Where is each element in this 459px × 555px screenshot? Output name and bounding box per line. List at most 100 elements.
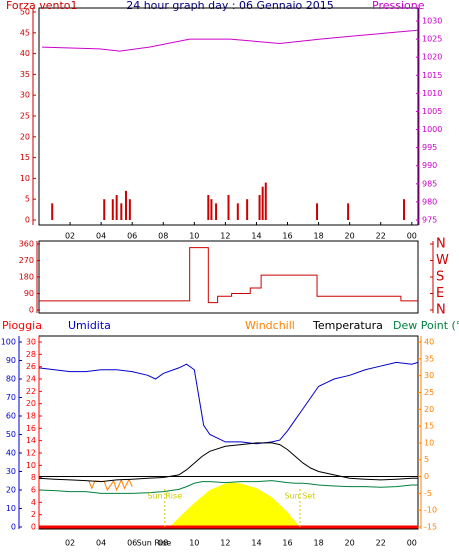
- annotation: Sun Rise: [147, 492, 182, 501]
- x-tick-label: 02: [65, 232, 75, 241]
- y2-tick-label: S: [436, 270, 444, 285]
- x-tick-label: 20: [345, 539, 355, 548]
- x-tick-label: 08: [158, 232, 168, 241]
- y-tick-label: 360: [19, 240, 34, 249]
- line: [38, 480, 418, 494]
- y2-tick-label: 1030: [422, 17, 442, 26]
- y3-tick-label: 8: [31, 473, 36, 482]
- y-tick-label: 30: [6, 467, 16, 476]
- y-tick-label: 180: [19, 273, 34, 282]
- y2-tick-label: 30: [424, 371, 434, 380]
- x-tick-label: 22: [376, 539, 386, 548]
- x-tick-label: 00: [407, 539, 417, 548]
- x-tick-label: 10: [189, 539, 199, 548]
- y-tick-label: 25: [20, 112, 30, 121]
- x-tick-label: 04: [96, 232, 106, 241]
- y3-tick-label: 4: [31, 498, 36, 507]
- y2-tick-label: 1025: [422, 35, 442, 44]
- y-tick-label: 45: [20, 28, 30, 37]
- y2-tick-label: 40: [424, 338, 434, 347]
- y3-tick-label: 26: [26, 362, 36, 371]
- y3-tick-label: 14: [26, 436, 36, 445]
- y-tick-label: 100: [1, 338, 16, 347]
- bar: [111, 199, 114, 220]
- bar: [210, 199, 213, 220]
- y-tick-label: 5: [25, 195, 30, 204]
- bar: [115, 195, 118, 220]
- y2-tick-label: 995: [422, 143, 437, 152]
- y3-tick-label: 28: [26, 350, 36, 359]
- y2-tick-label: 1020: [422, 53, 442, 62]
- x-tick-label: 18: [313, 232, 323, 241]
- y2-tick-label: 1000: [422, 125, 442, 134]
- y3-tick-label: 2: [31, 510, 36, 519]
- y2-tick-label: N: [436, 303, 446, 318]
- x-tick-label: 08: [158, 539, 168, 548]
- y-tick-label: 50: [6, 430, 16, 439]
- x-tick-label: 16: [282, 539, 292, 548]
- y-tick-label: 90: [24, 289, 34, 298]
- y3-tick-label: 16: [26, 424, 36, 433]
- x-tick-label: 22: [376, 232, 386, 241]
- y2-tick-label: 990: [422, 161, 437, 170]
- legend-label: Windchill: [245, 319, 295, 332]
- bar: [236, 203, 239, 220]
- y2-tick-label: E: [436, 286, 444, 301]
- y3-tick-label: 18: [26, 412, 36, 421]
- y-tick-label: 0: [25, 216, 30, 225]
- plot-frame: [38, 7, 419, 226]
- bar: [103, 199, 106, 220]
- legend-label: Temperatura: [312, 319, 383, 332]
- bar: [120, 203, 123, 220]
- y2-tick-label: 1015: [422, 71, 442, 80]
- y2-tick-label: -5: [424, 489, 432, 498]
- y-tick-label: 30: [20, 91, 30, 100]
- x-tick-label: 20: [345, 232, 355, 241]
- y2-tick-label: 15: [424, 422, 434, 431]
- y2-tick-label: N: [436, 237, 446, 252]
- y2-tick-label: 25: [424, 388, 434, 397]
- legend-label: Pioggia: [2, 319, 42, 332]
- x-tick-label: 12: [220, 232, 230, 241]
- y2-tick-label: W: [436, 253, 449, 268]
- y-tick-label: 0: [29, 306, 34, 315]
- y3-tick-label: 0: [31, 523, 36, 532]
- y2-tick-label: 975: [422, 216, 437, 225]
- y2-tick-label: -15: [424, 523, 437, 532]
- legend-label: Pressione: [372, 0, 425, 12]
- y-tick-label: 270: [19, 256, 34, 265]
- x-tick-label: 06: [127, 232, 137, 241]
- bar: [215, 203, 218, 220]
- y3-tick-label: 6: [31, 486, 36, 495]
- x-tick-label: 16: [282, 232, 292, 241]
- bar: [124, 190, 127, 220]
- bar: [128, 199, 131, 220]
- bar: [403, 199, 406, 220]
- bar: [207, 195, 210, 220]
- x-tick-label: 12: [220, 539, 230, 548]
- y2-tick-label: 980: [422, 197, 437, 206]
- y2-tick-label: 1005: [422, 107, 442, 116]
- legend-label: Forza vento1: [6, 0, 78, 12]
- x-tick-label: 10: [189, 232, 199, 241]
- y3-tick-label: 24: [26, 375, 36, 384]
- y2-tick-label: 20: [424, 405, 434, 414]
- y3-tick-label: 22: [26, 387, 36, 396]
- y-tick-label: 20: [20, 132, 30, 141]
- y-tick-label: 10: [6, 504, 16, 513]
- annotation: Sun Rise: [137, 539, 172, 548]
- y-tick-label: 40: [6, 449, 16, 458]
- x-tick-label: 00: [407, 232, 417, 241]
- y2-tick-label: 5: [424, 455, 429, 464]
- y2-tick-label: -10: [424, 506, 437, 515]
- y-tick-label: 15: [20, 153, 30, 162]
- x-tick-label: 14: [251, 539, 261, 548]
- area: [169, 482, 300, 527]
- x-tick-label: 18: [313, 539, 323, 548]
- annotation: Sun Set: [284, 492, 315, 501]
- y-tick-label: 80: [6, 375, 16, 384]
- y-tick-label: 35: [20, 70, 30, 79]
- y-tick-label: 0: [11, 523, 16, 532]
- y-tick-label: 20: [6, 486, 16, 495]
- y2-tick-label: 10: [424, 438, 434, 447]
